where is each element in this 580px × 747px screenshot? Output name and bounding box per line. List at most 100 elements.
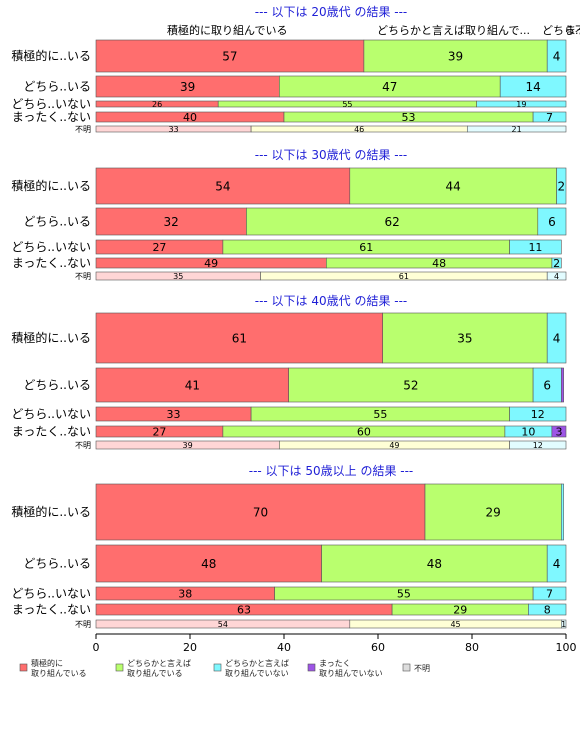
x-tick-label: 80 <box>465 641 479 654</box>
data-label: 70 <box>253 505 268 519</box>
data-label: 39 <box>180 80 195 94</box>
data-label: 1 <box>561 620 566 629</box>
group-title: --- 以下は 20歳代 の結果 --- <box>255 5 408 19</box>
data-label: 62 <box>384 215 399 229</box>
data-label: 39 <box>448 49 463 63</box>
legend-label: 積極的に取り組んでいる <box>31 658 87 678</box>
data-label: 61 <box>232 331 247 345</box>
legend-label: 不明 <box>414 664 430 673</box>
row-label: どちら..いない <box>11 240 91 254</box>
data-label: 54 <box>215 179 230 193</box>
bar-segment <box>288 367 534 403</box>
data-label: 29 <box>453 603 467 616</box>
bar-segment <box>532 586 567 601</box>
row-label: どちら..いる <box>23 557 91 571</box>
bar-segment <box>546 271 567 281</box>
data-label: 61 <box>359 241 373 254</box>
bar-segment <box>537 207 567 236</box>
data-label: 32 <box>164 215 179 229</box>
data-label: 41 <box>185 378 200 392</box>
legend-label: どちらかと言えば取り組んでいない <box>225 658 289 678</box>
data-label: 7 <box>546 111 553 124</box>
data-label: 6 <box>543 378 551 392</box>
data-label: 55 <box>342 100 352 109</box>
bar-segment <box>95 167 351 205</box>
data-label: 4 <box>554 272 559 281</box>
data-label: 47 <box>382 80 397 94</box>
bar-segment <box>246 207 539 236</box>
bar-segment <box>424 483 562 541</box>
data-label: 55 <box>373 408 387 421</box>
data-label: 38 <box>178 587 192 600</box>
bar-segment <box>509 239 562 255</box>
data-label: 4 <box>553 331 561 345</box>
data-label: 6 <box>548 215 556 229</box>
data-label: 45 <box>450 620 460 629</box>
bar-segment <box>95 39 365 73</box>
data-label: 33 <box>168 125 178 134</box>
data-label: 44 <box>446 179 461 193</box>
bar-segment <box>546 544 567 583</box>
row-label: 不明 <box>75 125 91 134</box>
data-label: 8 <box>544 603 551 616</box>
data-label: 53 <box>402 111 416 124</box>
row-label: まったく..ない <box>12 110 91 124</box>
data-label: 11 <box>528 241 542 254</box>
x-tick-label: 20 <box>183 641 197 654</box>
data-label: 49 <box>204 257 218 270</box>
data-label: 35 <box>457 331 472 345</box>
data-label: 2 <box>553 257 560 270</box>
row-label: どちら..いない <box>11 97 91 111</box>
x-tick-label: 100 <box>556 641 577 654</box>
row-label: 不明 <box>75 441 91 450</box>
bar-segment <box>532 367 562 403</box>
data-label: 29 <box>486 505 501 519</box>
data-label: 2 <box>557 179 565 193</box>
data-label: 60 <box>357 425 371 438</box>
data-label: 27 <box>152 425 166 438</box>
row-label: まったく..ない <box>12 425 91 439</box>
bar-segment <box>95 312 384 364</box>
data-label: 7 <box>546 587 553 600</box>
column-header: 積極的に取り組んでいる <box>167 23 287 37</box>
data-label: 12 <box>531 408 545 421</box>
data-label: 19 <box>516 100 526 109</box>
group-title: --- 以下は 30歳代 の結果 --- <box>255 148 408 162</box>
row-label: 積極的に..いる <box>11 178 91 193</box>
data-label: 46 <box>354 125 364 134</box>
bar-segment <box>546 312 567 364</box>
legend-swatch <box>19 663 28 672</box>
x-tick-label: 60 <box>371 641 385 654</box>
data-label: 39 <box>183 441 193 450</box>
data-label: 48 <box>201 557 216 571</box>
data-label: 21 <box>512 125 522 134</box>
legend-label: どちらかと言えば取り組んでいる <box>127 658 191 678</box>
bar-segment <box>551 257 562 269</box>
bar-segment <box>382 312 548 364</box>
group-title: --- 以下は 40歳代 の結果 --- <box>255 294 408 308</box>
data-label: 52 <box>403 378 418 392</box>
legend-label: まったく取り組んでいない <box>319 659 383 678</box>
bar-segment <box>476 100 567 108</box>
column-header: どちら..ない <box>542 24 580 37</box>
bar-segment <box>532 111 567 123</box>
legend-swatch <box>402 663 411 672</box>
data-label: 63 <box>237 603 251 616</box>
data-label: 10 <box>521 425 535 438</box>
data-label: 55 <box>397 587 411 600</box>
data-label: 26 <box>152 100 162 109</box>
row-label: 積極的に..いる <box>11 48 91 63</box>
bar-segment <box>528 603 567 616</box>
data-label: 40 <box>183 111 197 124</box>
data-label: 49 <box>389 441 399 450</box>
bar-segment <box>509 406 567 422</box>
data-label: 48 <box>427 557 442 571</box>
bar-segment <box>466 125 567 133</box>
row-label: 積極的に..いる <box>11 504 91 519</box>
row-label: まったく..ない <box>12 603 91 617</box>
data-label: 57 <box>222 49 237 63</box>
bar-segment <box>95 483 426 541</box>
data-label: 27 <box>152 241 166 254</box>
bar-segment <box>560 483 564 541</box>
